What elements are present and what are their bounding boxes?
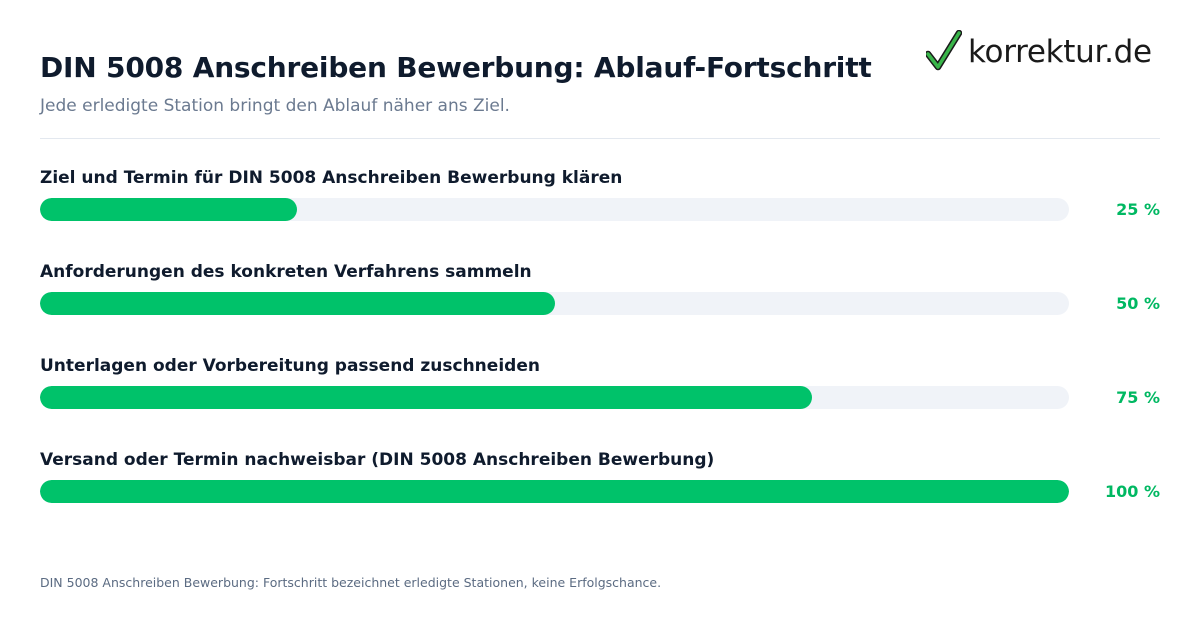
progress-row: Versand oder Termin nachweisbar (DIN 500… [40, 450, 1160, 510]
progress-row-label: Anforderungen des konkreten Verfahrens s… [40, 262, 532, 282]
progress-row-label: Ziel und Termin für DIN 5008 Anschreiben… [40, 168, 623, 188]
page-subtitle: Jede erledigte Station bringt den Ablauf… [40, 96, 510, 116]
progress-row-label: Versand oder Termin nachweisbar (DIN 500… [40, 450, 715, 470]
checkmark-icon [926, 30, 962, 71]
progress-percent-label: 25 % [1116, 200, 1160, 219]
progress-row: Ziel und Termin für DIN 5008 Anschreiben… [40, 168, 1160, 228]
progress-row: Anforderungen des konkreten Verfahrens s… [40, 262, 1160, 322]
progress-bar-fill [40, 198, 298, 221]
progress-row-label: Unterlagen oder Vorbereitung passend zus… [40, 356, 540, 376]
progress-track [40, 386, 1069, 409]
footnote: DIN 5008 Anschreiben Bewerbung: Fortschr… [40, 575, 662, 590]
page-title: DIN 5008 Anschreiben Bewerbung: Ablauf-F… [40, 51, 872, 84]
progress-track [40, 198, 1069, 221]
progress-row: Unterlagen oder Vorbereitung passend zus… [40, 356, 1160, 416]
progress-percent-label: 50 % [1116, 294, 1160, 313]
brand-logo[interactable]: korrektur.de [926, 28, 1152, 76]
progress-track [40, 292, 1069, 315]
progress-bar-fill [40, 480, 1069, 503]
progress-bar-fill [40, 386, 812, 409]
progress-percent-label: 75 % [1116, 388, 1160, 407]
progress-bar-fill [40, 292, 555, 315]
header-divider [40, 138, 1160, 139]
progress-percent-label: 100 % [1105, 482, 1160, 501]
progress-track [40, 480, 1069, 503]
brand-name: korrektur.de [968, 34, 1152, 70]
